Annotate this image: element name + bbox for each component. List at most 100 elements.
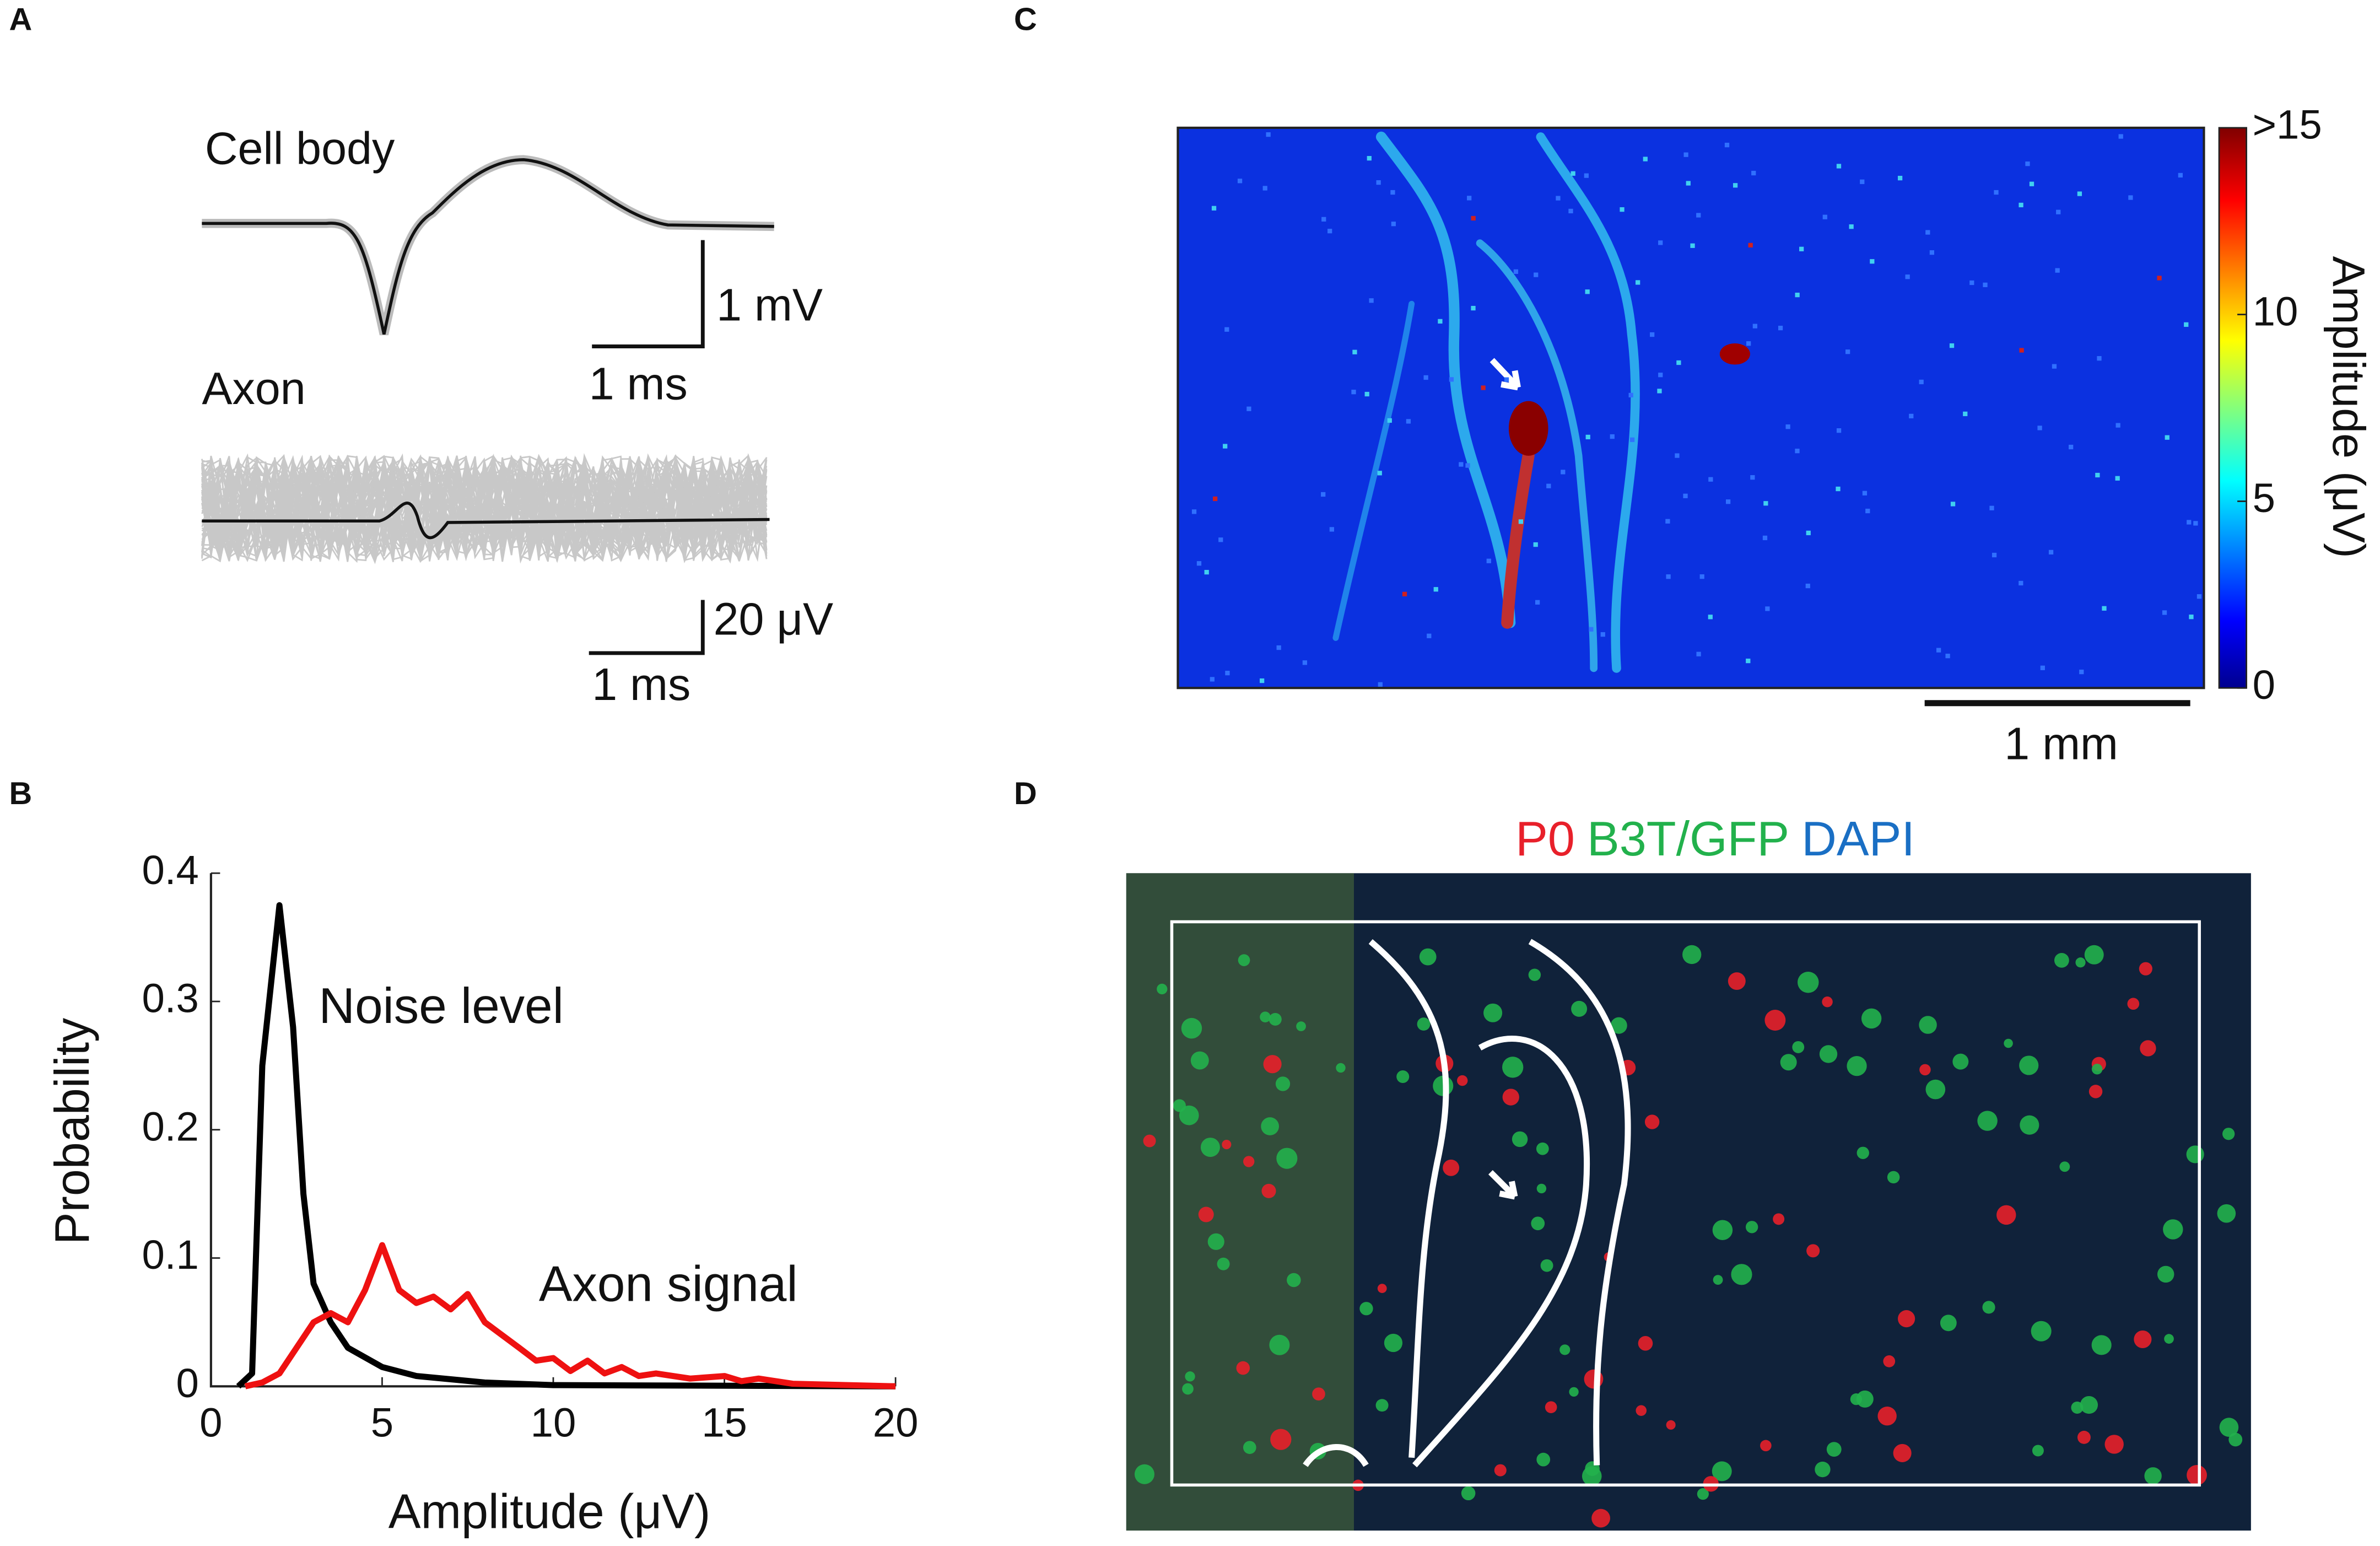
heatmap-pixel — [1658, 240, 1663, 245]
heatmap-pixel — [1636, 280, 1640, 285]
heatmap-pixel — [1909, 413, 1914, 419]
cell — [2127, 998, 2140, 1010]
heatmap-pixel — [1262, 186, 1267, 191]
heatmap-pixel — [1302, 660, 1308, 665]
heatmap-pixel — [1983, 282, 1988, 287]
heatmap-pixel — [1585, 289, 1590, 294]
cell — [1461, 1486, 1476, 1501]
heatmap-pixel — [1571, 171, 1575, 176]
heatmap-pixel — [1196, 561, 1202, 566]
cell — [2020, 1115, 2039, 1135]
cell — [1826, 1442, 1842, 1457]
heatmap-pixel — [1751, 170, 1756, 176]
heatmap-pixel — [1945, 654, 1950, 659]
heatmap-pixel — [1929, 250, 1935, 255]
cell — [1798, 972, 1819, 993]
cell — [1898, 1310, 1915, 1328]
cell — [2032, 1445, 2044, 1457]
cell — [1528, 968, 1541, 981]
hotspot — [1719, 343, 1750, 365]
cell — [1190, 1051, 1209, 1070]
heatmap-pixel — [1657, 389, 1662, 394]
cell — [1269, 1012, 1282, 1026]
cell — [1591, 1509, 1610, 1528]
cell — [1925, 1079, 1946, 1100]
heatmap-pixel — [1423, 375, 1428, 380]
heatmap-pixel — [1746, 341, 1751, 346]
cell — [1815, 1461, 1831, 1478]
heatmap-pixel — [1406, 419, 1411, 424]
cell — [1157, 983, 1168, 995]
cell — [1377, 1284, 1387, 1294]
cell — [2077, 1430, 2091, 1444]
heatmap-pixel — [1989, 505, 1994, 510]
series-label: Noise level — [319, 978, 563, 1034]
cell — [1419, 948, 1437, 966]
heatmap-pixel — [1391, 222, 1396, 227]
heatmap-pixel — [1994, 190, 1999, 195]
heatmap-pixel — [1321, 217, 1326, 222]
heatmap-pixel — [1675, 453, 1680, 458]
cell — [1731, 1264, 1752, 1285]
cell — [2219, 1418, 2239, 1437]
heatmap-pixel — [2019, 580, 2023, 586]
y-tick-label: 0.1 — [142, 1232, 198, 1278]
cell — [2228, 1432, 2243, 1447]
heatmap-pixel — [1351, 390, 1356, 395]
cell — [1861, 1008, 1882, 1029]
heatmap-pixel — [2069, 444, 2074, 450]
heatmap-pixel — [1643, 157, 1648, 161]
channel-name: B3T/GFP — [1587, 811, 1789, 866]
heatmap-pixel — [1237, 179, 1243, 184]
arrow — [1488, 1170, 1518, 1200]
heatmap-pixel — [1568, 208, 1573, 214]
heatmap-pixel — [1708, 615, 1713, 620]
heatmap-pixel — [2052, 364, 2057, 369]
cell — [1238, 954, 1250, 966]
heatmap-pixel — [2077, 191, 2082, 196]
heatmap-pixel — [1845, 349, 1850, 354]
heatmap-pixel — [1585, 434, 1590, 440]
heatmap-pixel — [1778, 325, 1783, 331]
mean-trace — [202, 502, 770, 540]
heatmap-pixel — [1699, 574, 1704, 579]
heatmap-pixel — [1427, 633, 1432, 638]
heatmap-pixel — [1377, 471, 1382, 476]
cell — [1261, 1183, 1276, 1198]
heatmap-pixel — [1518, 519, 1524, 524]
heatmap-pixel — [1992, 552, 1997, 558]
panel-label: D — [1014, 776, 1037, 811]
colorbar-label: Amplitude (μV) — [2323, 256, 2374, 558]
cell — [1512, 1131, 1528, 1148]
scale-label: 1 mm — [2004, 718, 2118, 769]
heatmap-pixel — [2115, 476, 2120, 481]
cell — [1569, 1387, 1579, 1397]
cell — [1536, 1183, 1547, 1194]
heatmap-pixel — [1471, 305, 1476, 311]
cell — [1236, 1361, 1250, 1375]
noise-trace — [201, 460, 768, 557]
heatmap-pixel — [2157, 276, 2162, 281]
cell — [1222, 1140, 1232, 1150]
scale-bar — [592, 240, 705, 348]
trace-label: Cell body — [205, 123, 395, 174]
heatmap-pixel — [1836, 164, 1842, 169]
heatmap-pixel — [2019, 202, 2023, 208]
x-tick-label: 10 — [531, 1400, 576, 1446]
cell — [2084, 945, 2104, 965]
heatmap-pixel — [2040, 665, 2045, 670]
cell — [2186, 1145, 2204, 1163]
cell — [1644, 1114, 1660, 1129]
heatmap-pixel — [1963, 411, 1968, 417]
heatmap-pixel — [2193, 521, 2198, 526]
colorbar-ticks: >15 10 5 0 — [1191, 101, 2322, 708]
cell — [1207, 1233, 1224, 1250]
heatmap-pixel — [1246, 406, 1251, 411]
heatmap-pixel — [2095, 472, 2100, 478]
cell — [1287, 1273, 1301, 1288]
axon-tracings — [1303, 939, 1631, 1468]
heatmap-pixel — [1213, 496, 1218, 502]
panel-label: B — [9, 776, 33, 811]
cell — [1261, 1117, 1280, 1135]
